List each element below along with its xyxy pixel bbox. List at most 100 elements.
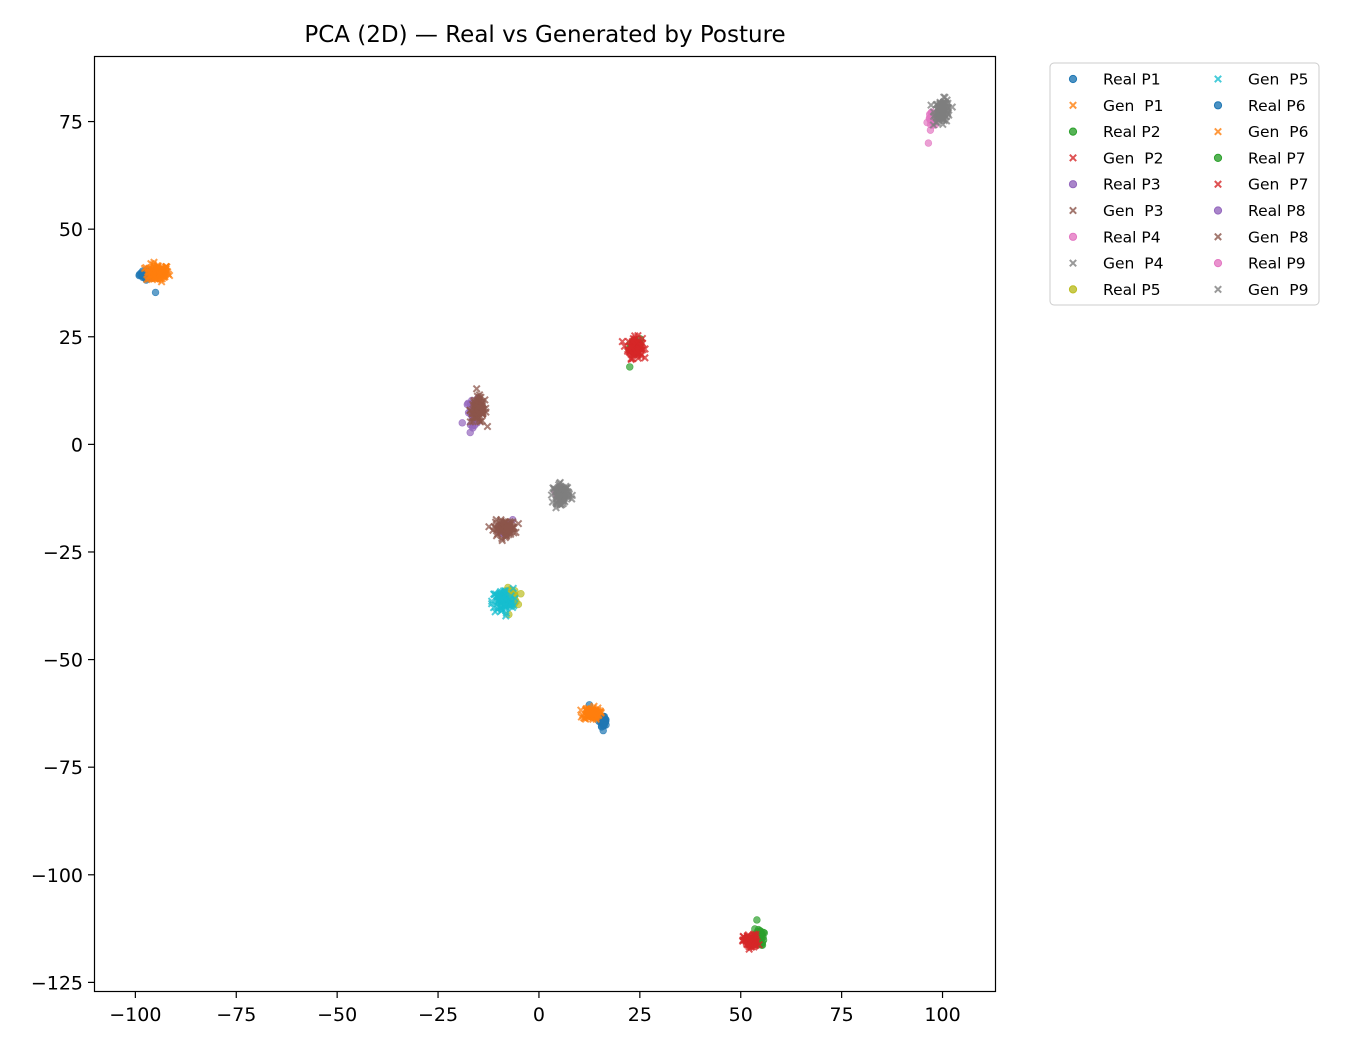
- data-point: [626, 363, 634, 371]
- x-tick-label: 75: [830, 1004, 854, 1026]
- legend-marker: [1069, 101, 1077, 110]
- data-point: [474, 403, 483, 411]
- data-point: [576, 706, 585, 715]
- legend-marker: [1214, 285, 1222, 294]
- legend-marker: [1214, 127, 1222, 136]
- y-tick-label: −50: [43, 650, 83, 672]
- series-gen-p3: [466, 384, 492, 431]
- data-point: [497, 534, 506, 543]
- legend-label: Gen P7: [1248, 176, 1308, 194]
- data-point: [470, 396, 479, 405]
- legend-marker: [1069, 206, 1077, 215]
- y-tick-label: −125: [31, 972, 83, 994]
- data-point: [142, 275, 151, 284]
- legend-label: Gen P9: [1248, 281, 1308, 299]
- data-point: [497, 607, 506, 615]
- data-point: [489, 603, 498, 612]
- data-point: [586, 709, 594, 718]
- data-point: [491, 518, 500, 527]
- data-point: [145, 268, 154, 276]
- data-point: [618, 337, 627, 346]
- x-tick-label: 0: [533, 1004, 545, 1026]
- legend-label: Gen P6: [1248, 123, 1308, 141]
- x-tick-label: 25: [628, 1004, 652, 1026]
- y-tick-label: 75: [59, 112, 83, 134]
- data-point: [743, 940, 751, 949]
- y-tick-label: 0: [71, 434, 83, 456]
- legend-label: Real P9: [1248, 255, 1306, 273]
- legend-item-gen-p7: Gen P7: [1214, 176, 1308, 194]
- x-tick-label: −75: [216, 1004, 256, 1026]
- legend-item-real-p5: Real P5: [1068, 281, 1161, 299]
- legend-label: Real P7: [1248, 149, 1306, 167]
- data-point: [506, 518, 515, 527]
- data-point: [753, 916, 761, 924]
- legend-marker: [1068, 232, 1078, 241]
- legend-label: Real P3: [1103, 176, 1161, 194]
- legend-label: Gen P4: [1103, 255, 1163, 273]
- chart-title: PCA (2D) — Real vs Generated by Posture: [304, 22, 785, 48]
- x-axis: −100 −75 −50 −25 0 25 50 75 100: [109, 991, 961, 1026]
- legend-label: Gen P5: [1248, 71, 1308, 89]
- data-point: [140, 264, 149, 273]
- legend-item-real-p9: Real P9: [1213, 255, 1306, 273]
- data-point: [491, 607, 500, 616]
- legend-item-gen-p2: Gen P2: [1069, 149, 1163, 167]
- y-axis: −125 −100 −75 −50 −25 0 25 50 75: [31, 112, 95, 994]
- data-point: [497, 595, 506, 604]
- x-tick-label: 100: [924, 1004, 960, 1026]
- points-layer: [135, 93, 957, 954]
- legend-item-gen-p6: Gen P6: [1214, 123, 1308, 141]
- series-gen-p6: [576, 702, 605, 724]
- legend: Real P1 Gen P1 Real P2 Gen P2 Real P3 Gen P3 R…: [1049, 62, 1320, 306]
- legend-item-gen-p4: Gen P4: [1069, 255, 1163, 273]
- legend-marker: [1214, 75, 1222, 83]
- legend-marker: [1213, 153, 1223, 162]
- data-point: [629, 350, 638, 359]
- x-tick-label: −100: [109, 1004, 161, 1026]
- legend-label: Real P6: [1248, 97, 1306, 115]
- y-tick-label: −100: [31, 865, 83, 887]
- data-point: [162, 262, 170, 271]
- data-point: [924, 139, 933, 147]
- data-point: [938, 112, 947, 121]
- legend-item-real-p2: Real P2: [1068, 123, 1161, 141]
- data-point: [489, 526, 497, 535]
- legend-item-gen-p3: Gen P3: [1069, 202, 1163, 220]
- data-point: [552, 485, 561, 494]
- series-gen-p8: [485, 515, 523, 545]
- legend-item-real-p4: Real P4: [1068, 228, 1161, 246]
- data-point: [627, 343, 636, 352]
- legend-label: Real P8: [1248, 202, 1306, 220]
- y-tick-label: −25: [43, 542, 83, 564]
- legend-item-real-p6: Real P6: [1213, 97, 1306, 115]
- data-point: [568, 491, 577, 500]
- legend-item-gen-p1: Gen P1: [1069, 97, 1163, 115]
- data-point: [158, 265, 166, 273]
- series-gen-p4: [927, 93, 957, 129]
- legend-marker: [1068, 285, 1078, 294]
- series-gen-p2: [618, 331, 649, 364]
- legend-marker: [1214, 180, 1222, 189]
- legend-frame: [1049, 62, 1320, 306]
- legend-marker: [1069, 153, 1077, 162]
- legend-marker: [1213, 206, 1223, 215]
- data-point: [497, 524, 506, 533]
- legend-item-gen-p5: Gen P5: [1214, 71, 1308, 89]
- legend-marker: [1214, 232, 1222, 241]
- legend-item-gen-p9: Gen P9: [1214, 281, 1308, 299]
- legend-label: Real P1: [1103, 71, 1161, 89]
- x-tick-label: −25: [418, 1004, 458, 1026]
- legend-label: Real P5: [1103, 281, 1161, 299]
- data-point: [507, 599, 515, 608]
- data-point: [458, 419, 466, 427]
- data-point: [558, 485, 566, 494]
- data-point: [638, 334, 647, 343]
- legend-marker: [1068, 74, 1078, 84]
- data-point: [640, 353, 649, 362]
- data-point: [472, 384, 481, 393]
- legend-label: Gen P1: [1103, 97, 1163, 115]
- series-gen-p9: [547, 478, 577, 512]
- legend-item-real-p7: Real P7: [1213, 149, 1306, 167]
- legend-marker: [1213, 259, 1223, 268]
